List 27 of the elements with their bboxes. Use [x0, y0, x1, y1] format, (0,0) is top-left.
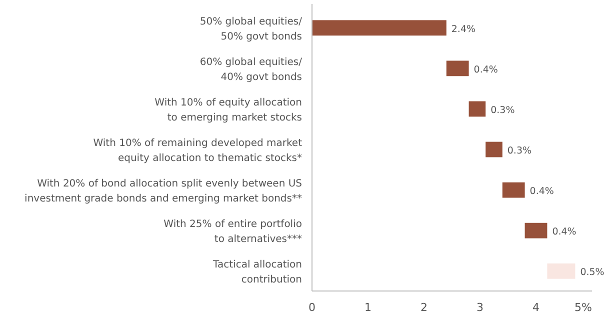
x-tick-label: 2 — [420, 301, 428, 314]
bar — [524, 222, 548, 238]
bar — [312, 20, 446, 36]
y-tick-label: With 10% of equity allocation to emerging market stocks — [154, 97, 302, 124]
data-label: 0.4% — [530, 186, 554, 198]
y-tick-label: Tactical allocation contribution — [212, 260, 302, 286]
data-label: 0.5% — [580, 267, 604, 278]
y-tick-label: 50% global equities/ 50% govt bonds — [200, 16, 303, 42]
bar — [468, 101, 486, 117]
bar — [502, 182, 525, 198]
y-tick-label: With 20% of bond allocation split evenly between US investment grade bonds and emerging market bonds** — [24, 178, 302, 205]
bar — [547, 263, 576, 279]
x-tick-label: 4 — [532, 301, 540, 314]
data-label: 0.4% — [552, 226, 576, 238]
x-tick-label: 0 — [308, 301, 316, 314]
data-label: 0.4% — [474, 64, 498, 76]
data-label: 0.3% — [507, 146, 532, 156]
data-label: 2.4% — [451, 24, 476, 35]
x-tick-label: 5% — [574, 301, 592, 314]
y-tick-label: 60% global equities/ 40% govt bonds — [200, 56, 303, 83]
bar — [486, 142, 502, 158]
x-tick-label: 1 — [364, 301, 372, 314]
data-label: 0.3% — [490, 104, 515, 116]
bar — [446, 60, 469, 76]
x-tick-label: 3 — [476, 301, 484, 314]
y-tick-label: With 25% of entire portfolio to alternatives*** — [164, 219, 302, 246]
y-tick-label: With 10% of remaining developed market equity allocation to thematic stocks* — [93, 138, 302, 164]
